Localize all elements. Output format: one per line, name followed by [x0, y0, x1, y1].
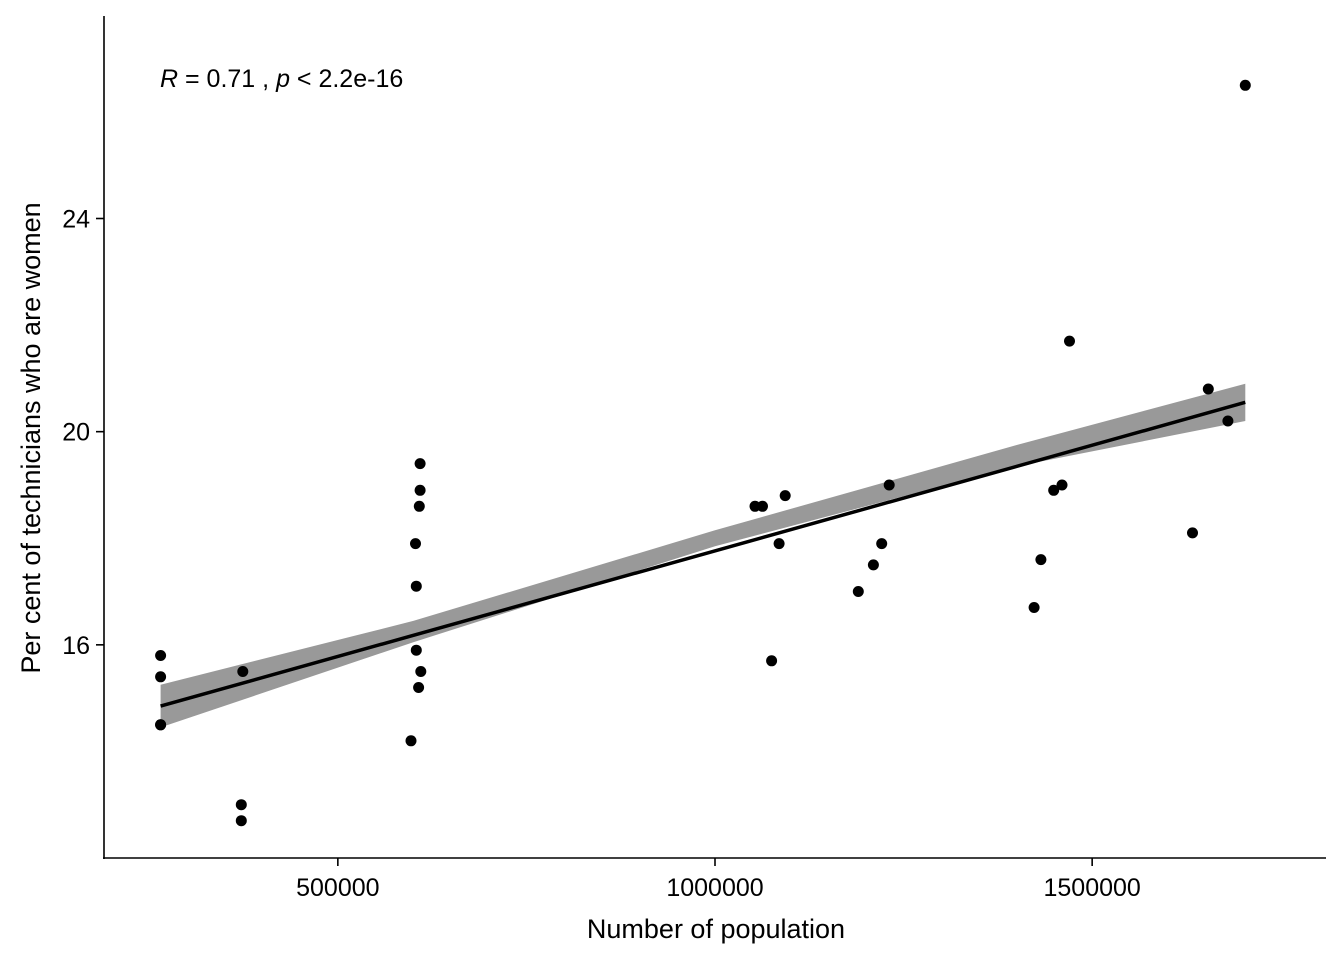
data-point [410, 644, 422, 656]
x-tick-label: 500000 [296, 874, 379, 902]
confidence-band-layer [160, 383, 1246, 728]
p-value: < 2.2e-16 [290, 65, 403, 93]
y-tick-label: 20 [62, 419, 90, 447]
r-symbol: R [160, 65, 178, 93]
data-point [867, 559, 879, 571]
regression-line [160, 400, 1246, 708]
data-point [1064, 335, 1075, 347]
data-point [852, 586, 864, 597]
data-point [410, 538, 421, 550]
points-layer [155, 79, 1251, 827]
data-point [883, 479, 895, 491]
data-point [1035, 554, 1047, 566]
data-point [410, 580, 422, 592]
y-axis-title: Per cent of technicians who are women [16, 202, 46, 673]
data-point [1222, 415, 1234, 427]
data-point [414, 484, 426, 496]
data-point [757, 500, 768, 512]
p-symbol: p [275, 65, 290, 93]
confidence-band [160, 383, 1246, 728]
data-point [413, 682, 425, 693]
data-point [773, 538, 785, 550]
data-point [1056, 479, 1068, 491]
data-point [415, 666, 427, 677]
axes-layer: 500000 1000000 1500000 16 20 24 [62, 16, 1326, 902]
y-tick-label: 24 [62, 206, 90, 234]
data-point [1239, 79, 1251, 91]
data-point [413, 500, 425, 512]
data-point [235, 799, 247, 811]
x-tick-label: 1000000 [666, 874, 763, 902]
correlation-annotation: R = 0.71 , p < 2.2e-16 [160, 65, 403, 93]
r-value: = 0.71 , [178, 65, 276, 93]
data-point [766, 655, 778, 667]
data-point [1048, 484, 1060, 496]
data-point [155, 719, 167, 731]
fit-line-layer [160, 400, 1246, 708]
data-point [1187, 527, 1198, 539]
data-point [779, 490, 791, 502]
data-point [1028, 602, 1040, 613]
x-tick-label: 1500000 [1043, 874, 1140, 902]
data-point [1202, 383, 1214, 395]
data-point [405, 735, 417, 747]
data-point [235, 815, 247, 827]
data-point [237, 666, 249, 677]
data-point [155, 650, 167, 661]
x-axis-title: Number of population [587, 914, 845, 944]
data-point [155, 671, 167, 683]
y-tick-label: 16 [62, 632, 90, 660]
data-point [876, 538, 888, 550]
data-point [414, 458, 426, 470]
